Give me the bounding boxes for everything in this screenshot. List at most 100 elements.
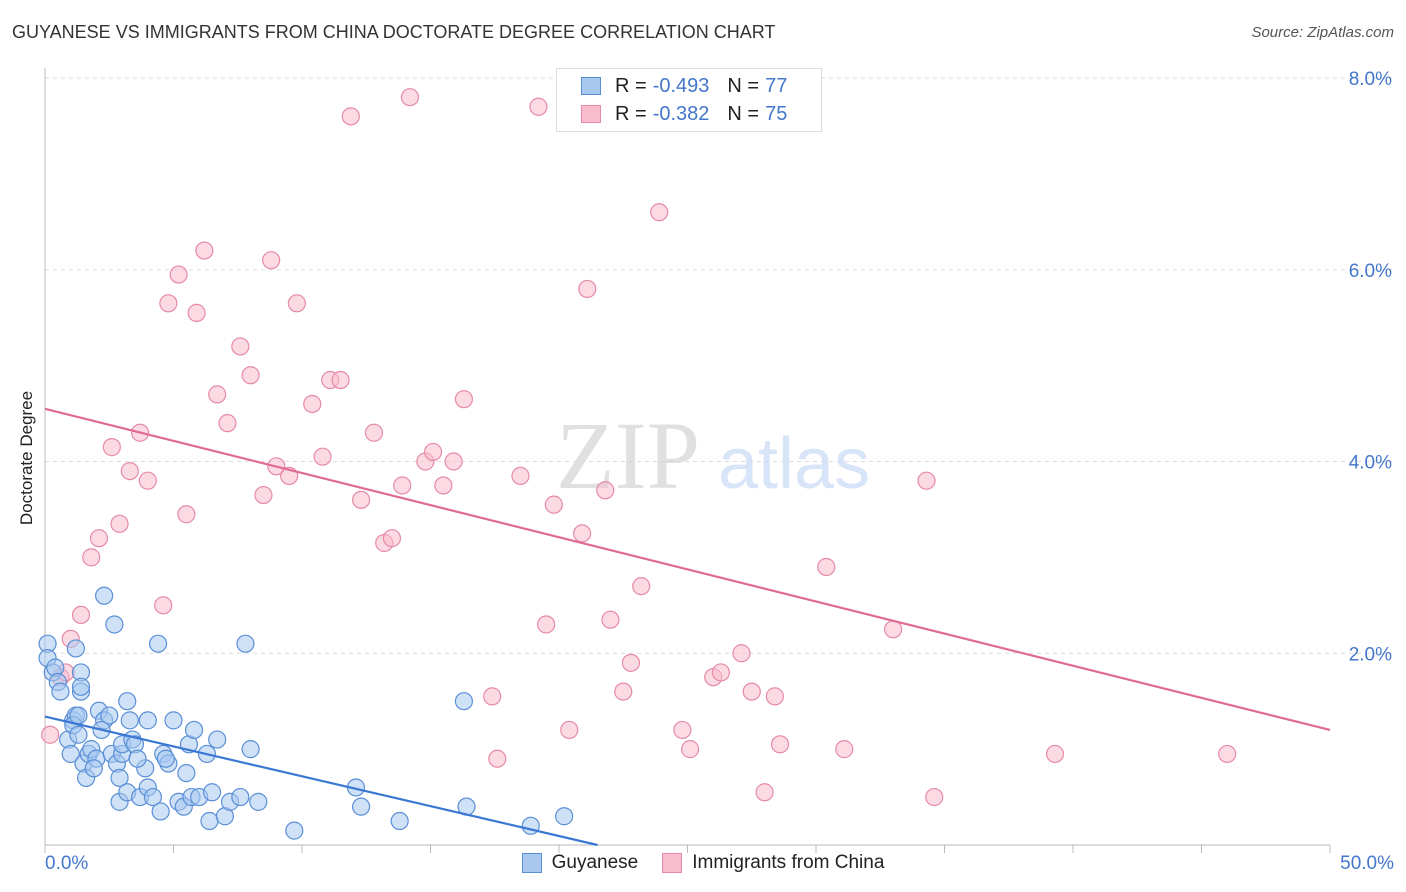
guyanese-swatch bbox=[581, 77, 601, 95]
china-point bbox=[444, 452, 463, 471]
legend-row-china: R = -0.382 N = 75 bbox=[581, 101, 787, 127]
china-point bbox=[195, 241, 214, 260]
guyanese-point bbox=[156, 749, 175, 768]
china-point bbox=[680, 740, 700, 759]
china-point bbox=[650, 203, 669, 222]
china-point bbox=[218, 414, 237, 433]
china-point bbox=[578, 279, 597, 299]
china-point bbox=[765, 687, 784, 706]
china-point bbox=[331, 370, 350, 390]
china-point bbox=[770, 735, 790, 754]
china-point bbox=[102, 438, 121, 457]
china-point bbox=[177, 505, 196, 524]
china-point bbox=[488, 749, 507, 768]
guyanese-point bbox=[128, 749, 147, 768]
china-point bbox=[154, 596, 173, 615]
china-point bbox=[138, 471, 157, 490]
china-point bbox=[110, 514, 129, 533]
y-tick-label: 8.0% bbox=[1349, 69, 1392, 90]
china-trend-line bbox=[44, 407, 1331, 732]
guyanese-point bbox=[200, 811, 219, 831]
guyanese-point bbox=[555, 807, 574, 826]
guyanese-point bbox=[138, 711, 157, 730]
watermark: ZIP atlas bbox=[556, 402, 870, 509]
gridlines bbox=[45, 77, 1392, 654]
r-value: -0.493 bbox=[652, 74, 710, 97]
guyanese-point bbox=[184, 720, 204, 740]
china-point bbox=[621, 653, 641, 672]
china-point bbox=[169, 265, 188, 284]
china-point bbox=[544, 495, 563, 514]
china-point bbox=[120, 461, 139, 481]
guyanese-point bbox=[241, 740, 260, 759]
guyanese-point bbox=[390, 811, 409, 831]
china-point bbox=[755, 783, 774, 802]
guyanese-point bbox=[100, 706, 119, 725]
guyanese-point bbox=[69, 706, 88, 725]
china-point bbox=[632, 577, 651, 596]
guyanese-point bbox=[148, 634, 168, 653]
china-point bbox=[241, 366, 260, 385]
china-point bbox=[529, 97, 548, 116]
guyanese-trend-line bbox=[44, 715, 598, 847]
china-point bbox=[1218, 744, 1237, 764]
china-point bbox=[817, 557, 836, 577]
series-legend: Guyanese Immigrants from China bbox=[0, 852, 1406, 874]
guyanese-point bbox=[208, 730, 227, 749]
china-point bbox=[82, 548, 101, 567]
guyanese-point bbox=[454, 692, 474, 711]
china-point bbox=[208, 385, 227, 404]
guyanese-point bbox=[143, 787, 163, 807]
guyanese-point bbox=[151, 802, 170, 821]
correlation-legend: R = -0.493 N = 77 R = -0.382 N = 75 bbox=[556, 68, 822, 132]
guyanese-point bbox=[51, 682, 70, 701]
china-point bbox=[560, 720, 579, 740]
china-point bbox=[732, 644, 751, 663]
china-point bbox=[187, 303, 206, 322]
china-point bbox=[537, 615, 556, 634]
china-point bbox=[352, 490, 371, 509]
guyanese-point bbox=[61, 744, 80, 764]
china-point bbox=[364, 423, 384, 442]
china-point bbox=[454, 390, 474, 409]
china-point bbox=[382, 529, 402, 548]
china-point bbox=[917, 471, 936, 490]
guyanese-point bbox=[177, 763, 196, 783]
r-value: -0.382 bbox=[652, 102, 710, 125]
guyanese-point bbox=[66, 639, 85, 658]
china-point bbox=[303, 394, 322, 414]
china-point bbox=[89, 529, 109, 548]
y-tick-label: 4.0% bbox=[1349, 453, 1392, 474]
chart-title: GUYANESE VS IMMIGRANTS FROM CHINA DOCTOR… bbox=[12, 22, 776, 42]
r-label: R = bbox=[615, 74, 647, 97]
guyanese-point bbox=[84, 759, 103, 778]
china-point bbox=[673, 720, 692, 740]
china-point bbox=[341, 107, 360, 126]
guyanese-point bbox=[202, 783, 222, 802]
guyanese-point bbox=[352, 797, 371, 816]
china-point bbox=[254, 485, 273, 505]
china-point bbox=[287, 294, 306, 313]
china-point bbox=[423, 442, 443, 462]
source-label: Source: ZipAtlas.com bbox=[1251, 24, 1394, 41]
china-point bbox=[596, 481, 615, 500]
china-point bbox=[573, 524, 592, 543]
china-point bbox=[71, 605, 91, 625]
x-tick-label: 0.0% bbox=[45, 853, 88, 874]
guyanese-point bbox=[118, 692, 137, 711]
r-label: R = bbox=[615, 102, 647, 125]
guyanese-point bbox=[231, 787, 250, 807]
china-point bbox=[614, 682, 633, 701]
china-swatch bbox=[581, 105, 601, 123]
china-point bbox=[41, 725, 60, 744]
china-point bbox=[925, 787, 944, 807]
guyanese-point bbox=[69, 725, 88, 744]
guyanese-point bbox=[95, 586, 114, 605]
legend-item-guyanese: Guyanese bbox=[521, 852, 638, 874]
guyanese-swatch bbox=[521, 853, 542, 873]
legend-row-guyanese: R = -0.493 N = 77 bbox=[581, 73, 787, 99]
series-guyanese bbox=[38, 586, 574, 840]
china-point bbox=[511, 466, 530, 485]
china-point bbox=[742, 682, 761, 701]
